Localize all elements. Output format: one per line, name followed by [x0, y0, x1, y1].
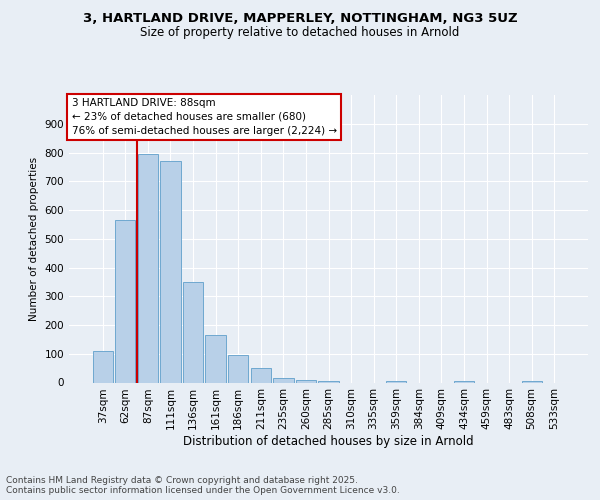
Text: 3 HARTLAND DRIVE: 88sqm
← 23% of detached houses are smaller (680)
76% of semi-d: 3 HARTLAND DRIVE: 88sqm ← 23% of detache… [71, 98, 337, 136]
Bar [92, 351, 113, 382]
Y-axis label: Number of detached properties: Number of detached properties [29, 156, 39, 321]
Bar [228, 355, 248, 382]
Bar [205, 335, 226, 382]
Bar [273, 378, 293, 382]
Bar [251, 368, 271, 382]
Text: 3, HARTLAND DRIVE, MAPPERLEY, NOTTINGHAM, NG3 5UZ: 3, HARTLAND DRIVE, MAPPERLEY, NOTTINGHAM… [83, 12, 517, 26]
Bar [138, 154, 158, 382]
Bar [454, 381, 474, 382]
Bar [319, 381, 338, 382]
Bar [183, 282, 203, 382]
X-axis label: Distribution of detached houses by size in Arnold: Distribution of detached houses by size … [183, 435, 474, 448]
Text: Contains HM Land Registry data © Crown copyright and database right 2025.
Contai: Contains HM Land Registry data © Crown c… [6, 476, 400, 495]
Bar [386, 381, 406, 382]
Bar [160, 161, 181, 382]
Text: Size of property relative to detached houses in Arnold: Size of property relative to detached ho… [140, 26, 460, 39]
Bar [521, 381, 542, 382]
Bar [296, 380, 316, 382]
Bar [115, 220, 136, 382]
